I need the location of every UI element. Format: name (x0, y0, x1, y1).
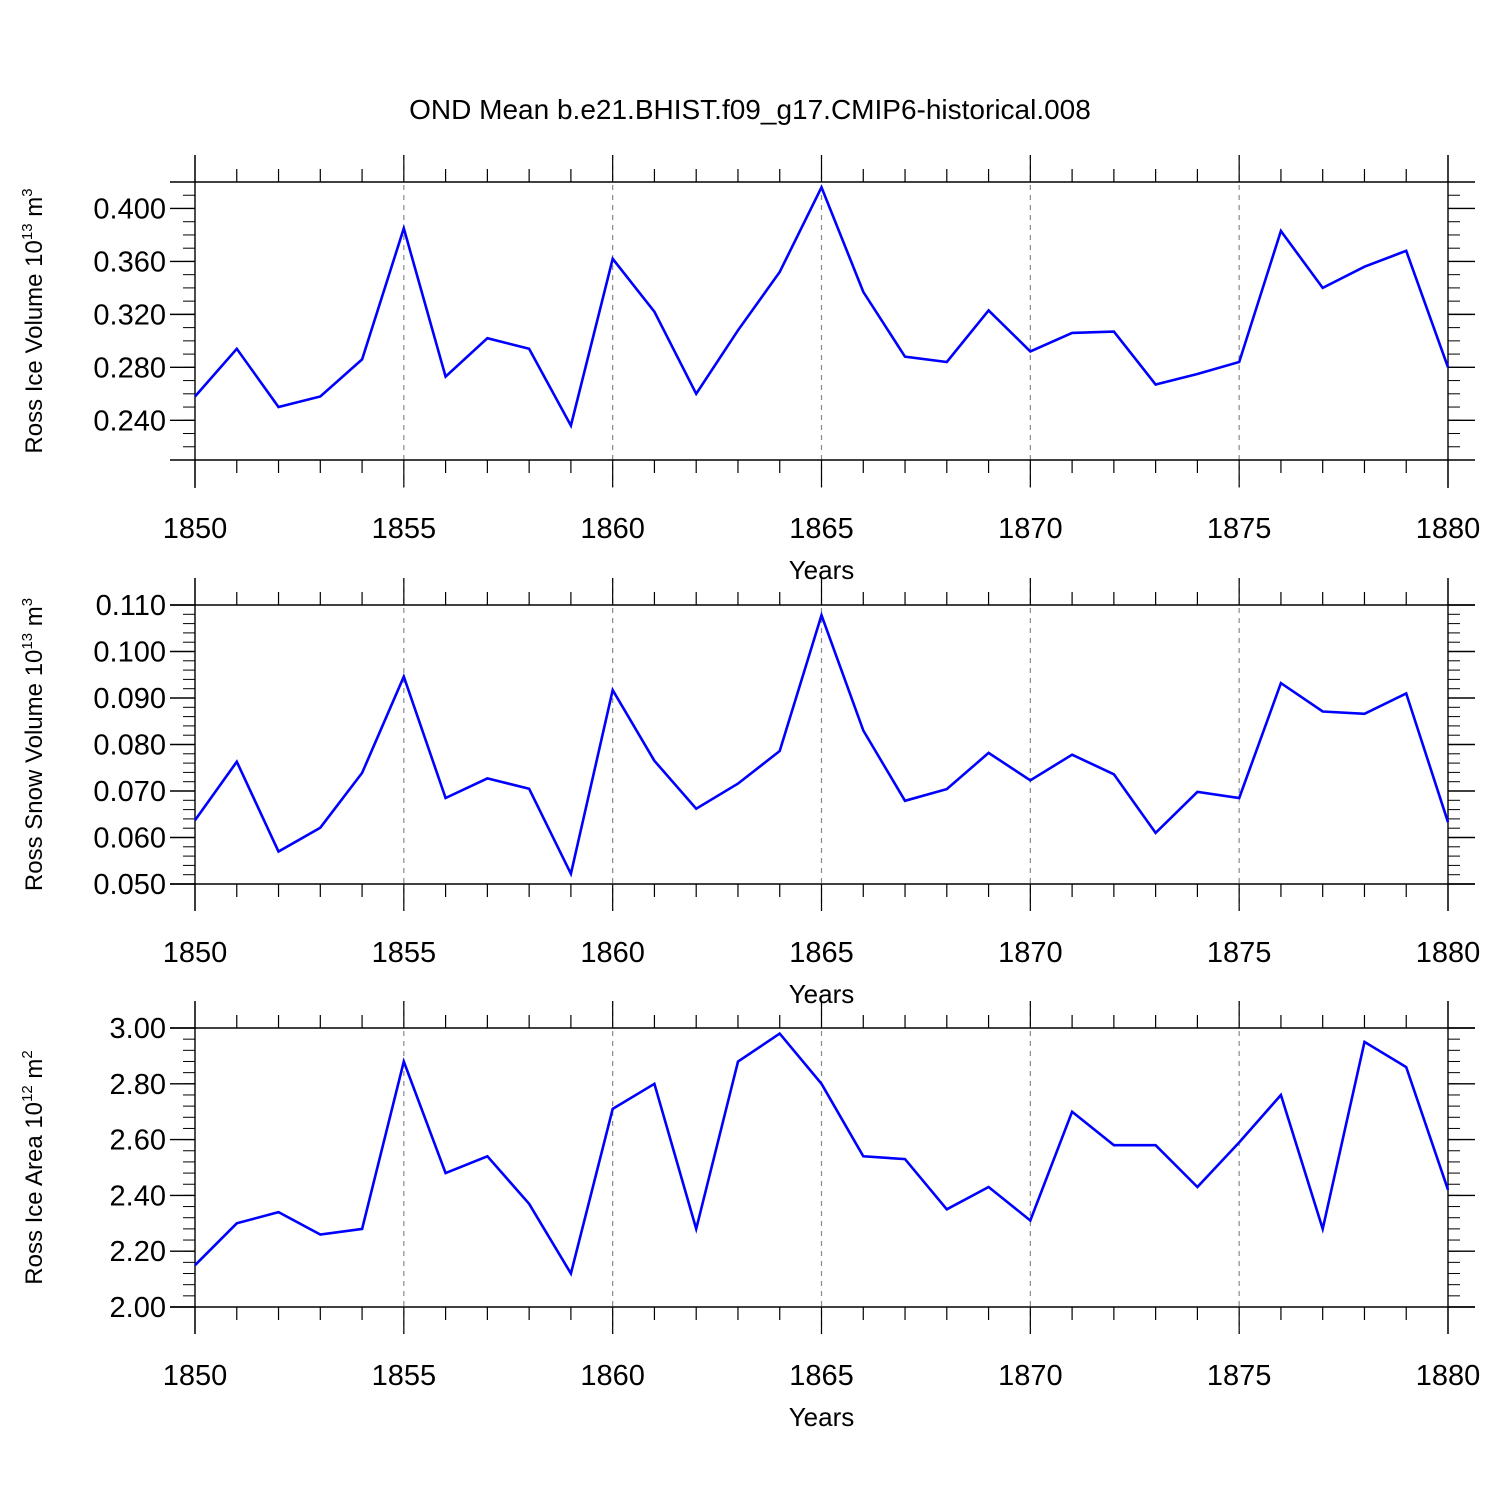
x-tick-label: 1850 (163, 513, 228, 545)
y-axis-label: Ross Ice Volume 1013 m3 (19, 188, 48, 453)
y-tick-label: 0.090 (93, 683, 166, 715)
x-tick-label: 1880 (1416, 1360, 1481, 1392)
x-tick-label: 1880 (1416, 937, 1481, 969)
y-tick-label: 2.80 (110, 1069, 166, 1101)
y-tick-label: 0.360 (93, 246, 166, 278)
y-tick-label: 0.100 (93, 637, 166, 669)
y-axis-label: Ross Ice Area 1012 m2 (19, 1050, 48, 1284)
x-tick-label: 1875 (1207, 513, 1272, 545)
panel-ross-ice-area: 1850 1855 1860 1865 1870 1875 1880 Years 2.00 2.2… (19, 1001, 1480, 1432)
x-tick-label: 1855 (372, 1360, 437, 1392)
y-tick-label: 2.40 (110, 1180, 166, 1212)
panel-ross-ice-volume: 1850 1855 1860 1865 1870 1875 1880Years0.2400.… (19, 155, 1480, 585)
y-tick-label: 0.080 (93, 730, 166, 762)
x-tick-label: 1850 (163, 937, 228, 969)
y-axis-label: Ross Snow Volume 1013 m3 (19, 598, 48, 891)
x-tick-label: 1865 (789, 513, 854, 545)
x-tick-label: 1865 (789, 937, 854, 969)
x-tick-label: 1850 (163, 1360, 228, 1392)
y-tick-label: 0.110 (96, 590, 166, 622)
x-tick-label: 1860 (580, 937, 645, 969)
series-line-ross-ice-area (194, 1031, 1450, 1277)
x-tick-label: 1875 (1207, 937, 1272, 969)
y-tick-label: 0.240 (93, 405, 166, 437)
x-tick-label: 1855 (372, 513, 437, 545)
x-tick-label: 1875 (1207, 1360, 1272, 1392)
x-tick-label: 1860 (580, 1360, 645, 1392)
y-tick-label: 0.280 (93, 352, 166, 384)
series-line-ross-ice-volume (194, 184, 1450, 430)
x-tick-label: 1870 (998, 937, 1063, 969)
x-axis-label: Years (789, 1402, 855, 1432)
x-tick-label: 1870 (998, 513, 1063, 545)
y-tick-label: 0.400 (93, 193, 166, 225)
y-tick-label: 3.00 (110, 1013, 166, 1045)
chart-title: OND Mean b.e21.BHIST.f09_g17.CMIP6-histo… (409, 94, 1091, 125)
x-tick-label: 1860 (580, 513, 645, 545)
x-tick-label: 1880 (1416, 513, 1481, 545)
y-tick-label: 0.070 (93, 776, 166, 808)
y-tick-label: 0.060 (93, 823, 166, 855)
x-tick-label: 1870 (998, 1360, 1063, 1392)
y-tick-label: 0.050 (93, 869, 166, 901)
x-tick-label: 1855 (372, 937, 437, 969)
y-tick-label: 2.00 (110, 1292, 166, 1324)
panel-ross-snow-volume: 1850 1855 1860 1865 1870 1875 1880Years0.0500.… (19, 578, 1480, 1009)
series-line-ross-snow-volume (193, 611, 1450, 878)
y-tick-label: 0.320 (93, 299, 166, 331)
y-tick-label: 2.60 (110, 1125, 166, 1157)
x-tick-label: 1865 (789, 1360, 854, 1392)
y-tick-label: 2.20 (110, 1236, 166, 1268)
